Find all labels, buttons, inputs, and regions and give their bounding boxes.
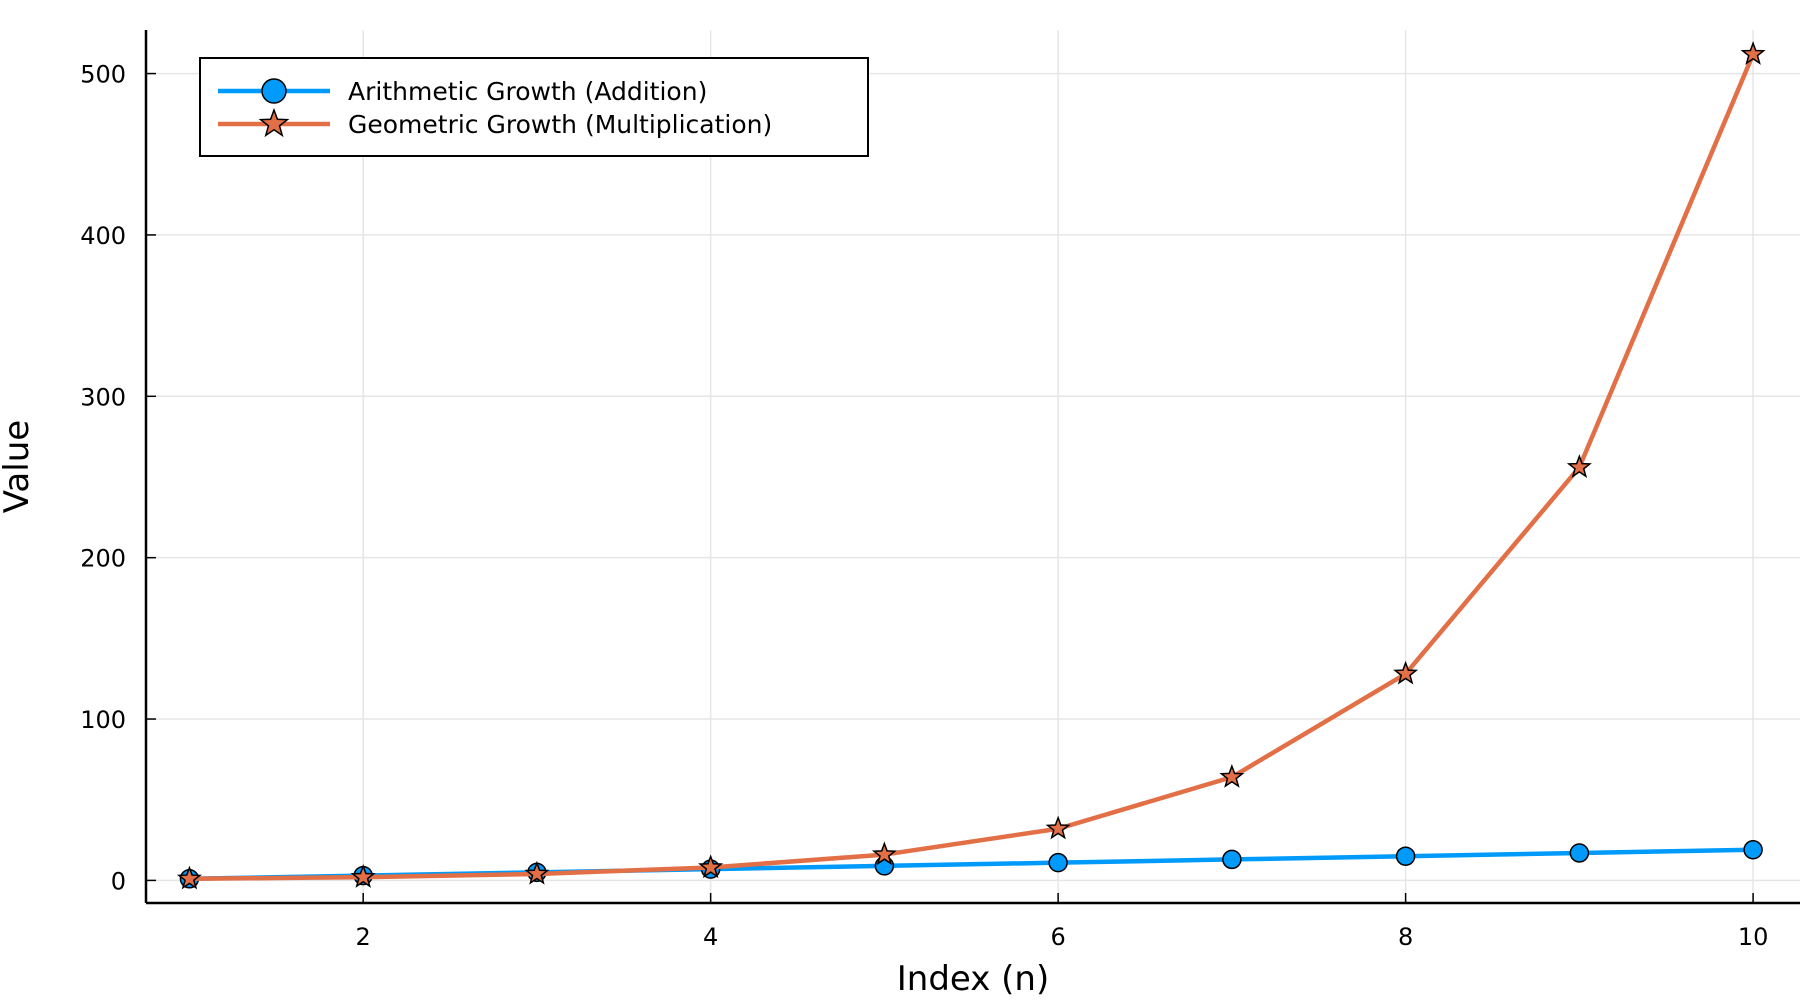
series-layer [176,41,1766,890]
legend-label: Geometric Growth (Multiplication) [348,110,772,139]
legend-item: Geometric Growth (Multiplication) [218,107,772,139]
data-point [1219,763,1245,788]
grid [146,30,1800,903]
legend: Arithmetic Growth (Addition) Geometric Gr… [199,57,869,157]
data-point [1743,839,1763,860]
data-point [1740,41,1766,65]
legend-box [199,57,869,157]
y-tick-label: 300 [80,383,126,411]
series-line [189,53,1756,882]
data-point [1566,454,1592,478]
series-2 [176,41,1766,890]
data-point [1569,843,1590,863]
x-axis-label: Index (n) [897,959,1050,999]
x-ticks: 2 4 6 8 10 [356,893,1769,951]
data-point [1222,849,1242,870]
x-tick-label: 10 [1738,923,1769,951]
data-point [176,865,202,890]
y-tick-label: 500 [80,61,126,89]
y-tick-label: 400 [80,222,126,250]
y-axis-label: Value [0,420,37,513]
data-point [1393,660,1419,685]
x-tick-label: 8 [1398,923,1413,951]
data-point [871,841,897,866]
y-ticks: 0 100 200 300 400 500 [80,61,156,895]
data-point [1048,852,1068,873]
data-point [350,864,376,888]
data-point [1395,846,1416,866]
y-tick-label: 0 [111,867,126,895]
x-tick-label: 6 [1050,923,1065,951]
axes [144,30,1800,905]
x-tick-label: 4 [703,923,718,951]
data-point [1045,815,1071,840]
y-tick-label: 100 [80,706,126,734]
data-point [698,854,724,879]
y-tick-label: 200 [80,545,126,573]
data-point [524,860,550,885]
legend-label: Arithmetic Growth (Addition) [348,77,707,106]
x-tick-label: 2 [356,923,371,951]
legend-swatch-marker [258,107,290,138]
legend-item: Arithmetic Growth (Addition) [218,77,707,106]
legend-swatch-marker [261,78,287,104]
